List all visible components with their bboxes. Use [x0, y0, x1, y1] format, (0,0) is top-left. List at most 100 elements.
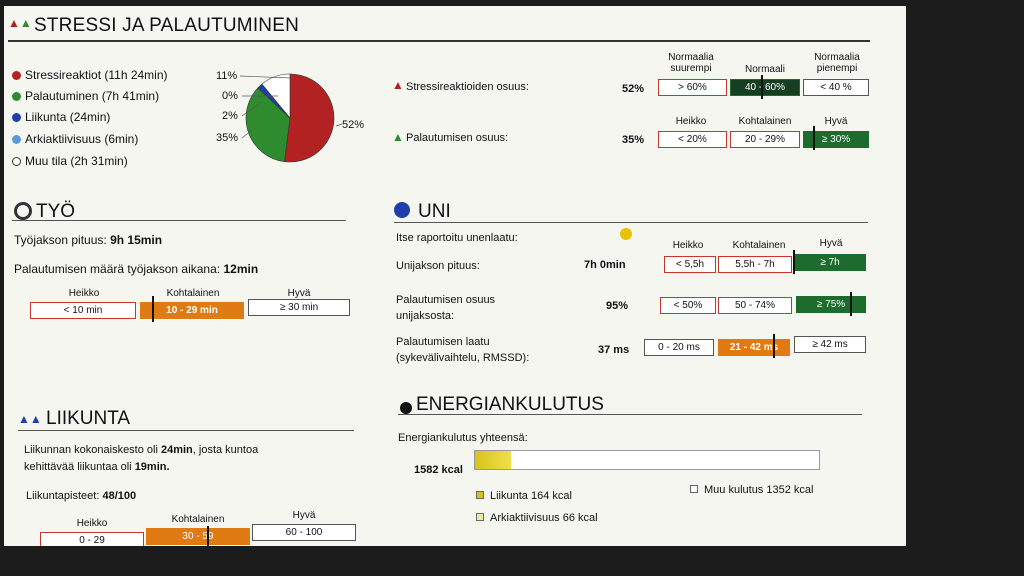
work-header-poor: Heikko	[68, 288, 100, 299]
sleep-header-good: Hyvä	[819, 238, 843, 249]
sleep-length-poor: < 5,5h	[664, 256, 716, 273]
legend-item-activity: Arkiaktiivisuus (6min)	[12, 132, 138, 146]
stress-header-normal: Normaali	[744, 64, 785, 75]
stress-header-above: Normaalia suurempi	[668, 52, 714, 74]
recovery-header-good: Hyvä	[824, 116, 848, 127]
work-divider	[12, 220, 346, 221]
work-period-row: Työjakson pituus: 9h 15min	[14, 233, 163, 247]
recovery-header-poor: Heikko	[675, 116, 707, 127]
energy-divider	[398, 414, 862, 415]
exercise-header-poor: Heikko	[76, 518, 108, 529]
work-range-good: ≥ 30 min	[248, 299, 350, 316]
sleep-recovery-marker	[850, 292, 852, 316]
report-screen: ▲▲ STRESSI JA PALAUTUMINEN Stressireakti…	[4, 6, 906, 546]
clock-icon	[14, 202, 32, 220]
stress-pie-chart	[245, 73, 335, 163]
legend-dot-icon	[12, 92, 21, 101]
energy-bar-fill	[475, 451, 511, 469]
energy-total-value: 1582 kcal	[414, 464, 463, 476]
neutral-face-icon	[620, 228, 632, 240]
legend-item-stress: Stressireaktiot (11h 24min)	[12, 68, 168, 82]
energy-legend-exercise: Liikunta 164 kcal	[476, 490, 572, 502]
sleep-length-marker	[793, 250, 795, 274]
sleep-quality-value: 37 ms	[598, 344, 630, 356]
sleep-quality-moderate: 21 - 42 ms	[718, 339, 790, 356]
legend-square-icon	[690, 485, 698, 493]
work-section-title: TYÖ	[36, 201, 76, 222]
sleep-length-good: ≥ 7h	[794, 254, 866, 271]
pie-label-stress: 52%	[342, 119, 365, 131]
recovery-share-label: Palautumisen osuus:	[406, 132, 509, 144]
stress-section-title: STRESSI JA PALAUTUMINEN	[34, 15, 300, 36]
stress-icon: ▲▲	[8, 16, 32, 30]
recovery-range-moderate: 20 - 29%	[730, 131, 800, 148]
exercise-divider	[18, 430, 354, 431]
stress-divider	[8, 40, 870, 42]
pie-label-other: 11%	[216, 70, 238, 82]
sleep-recovery-poor: < 50%	[660, 297, 716, 314]
energy-legend-activity: Arkiaktiivisuus 66 kcal	[476, 512, 598, 524]
stress-range-low: < 40 %	[803, 79, 869, 96]
legend-dot-icon	[12, 113, 21, 122]
legend-square-icon	[476, 491, 484, 499]
sleep-quality-label: Palautumisen laatu (sykevälivaihtelu, RM…	[396, 336, 530, 364]
sleep-quality-marker	[773, 334, 775, 358]
exercise-points-marker	[207, 526, 209, 546]
pie-label-exercise: 2%	[222, 110, 238, 122]
energy-icon	[400, 402, 412, 414]
recovery-share-marker	[813, 126, 815, 150]
energy-total-label: Energiankulutus yhteensä:	[398, 432, 528, 444]
sleep-header-poor: Heikko	[672, 240, 704, 251]
recovery-range-poor: < 20%	[658, 131, 727, 148]
sleep-recovery-label: Palautumisen osuus unijaksosta:	[396, 294, 496, 322]
work-recovery-marker	[152, 296, 154, 322]
pie-slice-stress	[284, 73, 335, 163]
sleep-recovery-good: ≥ 75%	[796, 296, 866, 313]
stress-range-high: > 60%	[658, 79, 727, 96]
sleep-quality-good: ≥ 42 ms	[794, 336, 866, 353]
legend-dot-icon	[12, 71, 21, 80]
legend-dot-icon	[12, 135, 21, 144]
sleep-divider	[394, 222, 868, 223]
exercise-icon: ▲▲	[18, 412, 42, 426]
pie-leader-lines	[239, 75, 343, 139]
energy-section-title: ENERGIANKULUTUS	[416, 394, 604, 415]
stress-share-marker	[761, 75, 763, 99]
exercise-header-good: Hyvä	[292, 510, 316, 521]
legend-item-other: Muu tila (2h 31min)	[12, 154, 128, 168]
stress-share-icon: ▲	[392, 78, 404, 92]
work-header-moderate: Kohtalainen	[166, 288, 220, 299]
legend-dot-icon	[12, 157, 21, 166]
sleep-recovery-moderate: 50 - 74%	[718, 297, 792, 314]
pie-label-activity: 0%	[222, 90, 238, 102]
stress-share-label: Stressireaktioiden osuus:	[406, 81, 529, 93]
energy-bar	[474, 450, 820, 470]
work-range-poor: < 10 min	[30, 302, 136, 319]
legend-item-exercise: Liikunta (24min)	[12, 110, 110, 124]
work-header-good: Hyvä	[287, 288, 311, 299]
sleep-quality-poor: 0 - 20 ms	[644, 339, 714, 356]
sleep-length-value: 7h 0min	[584, 259, 626, 271]
exercise-header-moderate: Kohtalainen	[171, 514, 225, 525]
stress-share-value: 52%	[622, 83, 645, 95]
exercise-range-moderate: 30 - 59	[146, 528, 250, 545]
sleep-recovery-value: 95%	[606, 300, 629, 312]
exercise-range-poor: 0 - 29	[40, 532, 144, 546]
work-range-moderate: 10 - 29 min	[140, 302, 244, 319]
sleep-self-report-label: Itse raportoitu unenlaatu:	[396, 232, 518, 244]
exercise-section-title: LIIKUNTA	[46, 408, 131, 429]
recovery-share-value: 35%	[622, 134, 645, 146]
recovery-header-moderate: Kohtalainen	[738, 116, 792, 127]
legend-item-recovery: Palautuminen (7h 41min)	[12, 89, 159, 103]
sleep-section-title: UNI	[418, 201, 451, 222]
legend-square-icon	[476, 513, 484, 521]
exercise-description: Liikunnan kokonaiskesto oli 24min, josta…	[24, 444, 259, 473]
recovery-range-good: ≥ 30%	[803, 131, 869, 148]
stress-range-normal: 40 - 60%	[730, 79, 800, 96]
recovery-share-icon: ▲	[392, 130, 404, 144]
energy-legend-other: Muu kulutus 1352 kcal	[690, 484, 813, 496]
sleep-length-moderate: 5,5h - 7h	[718, 256, 792, 273]
sleep-icon	[394, 202, 410, 218]
sleep-length-label: Unijakson pituus:	[396, 260, 480, 272]
exercise-points-row: Liikuntapisteet: 48/100	[26, 490, 137, 502]
